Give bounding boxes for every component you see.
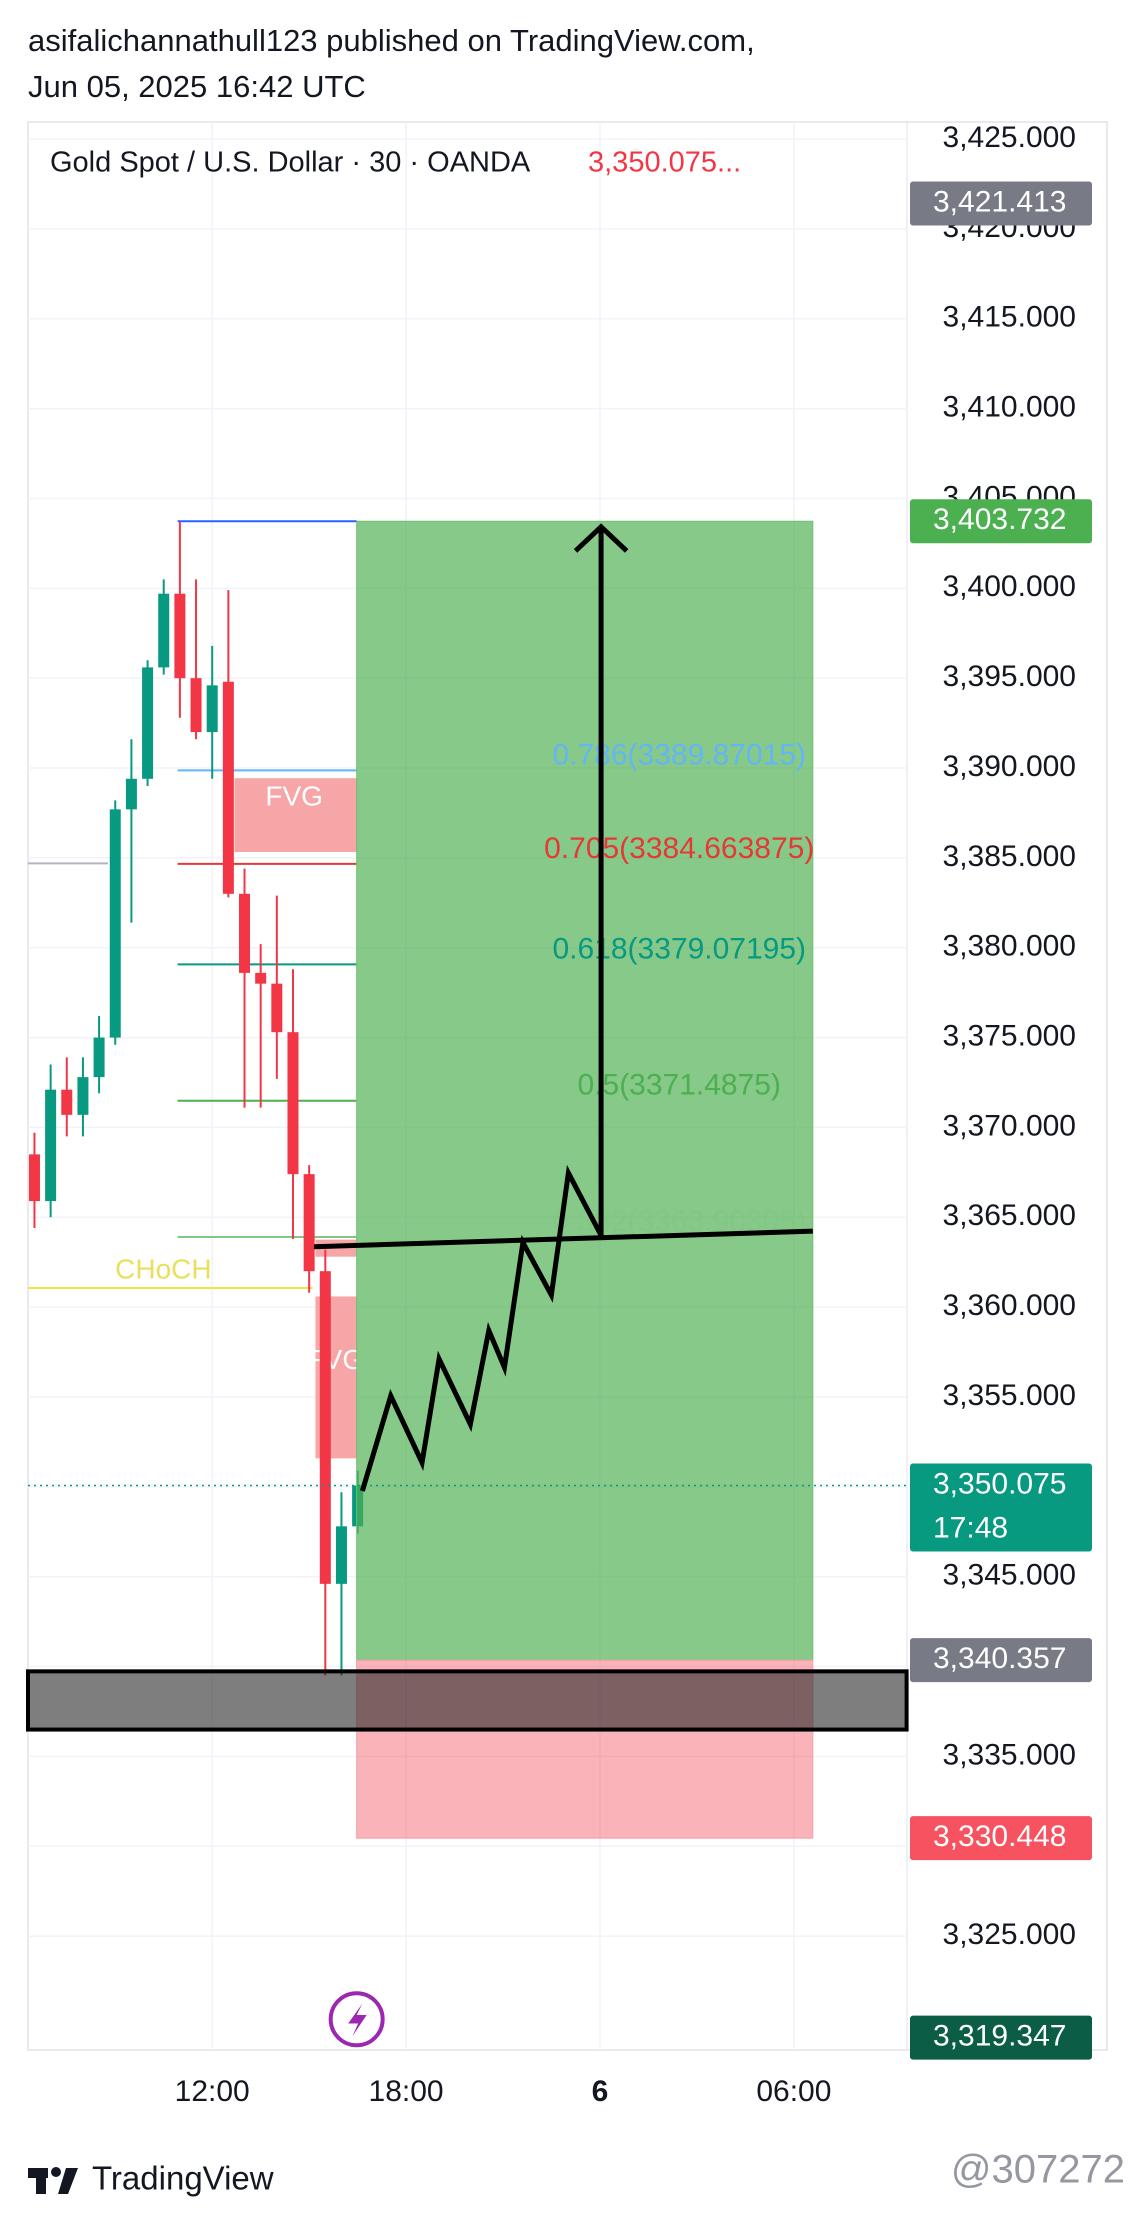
y-tick-label: 3,355.000 (943, 1379, 1076, 1412)
candle-body (77, 1077, 89, 1115)
profit-zone (356, 520, 814, 1661)
price-label: 3,421.413 (933, 185, 1066, 218)
y-tick-label: 3,410.000 (943, 391, 1076, 424)
projection-path (359, 526, 604, 1492)
fvg-label: FVG (265, 780, 323, 811)
x-tick-label: 18:00 (369, 2075, 444, 2108)
fvg-zone (234, 778, 357, 852)
candle-body (125, 778, 137, 810)
y-tick-label: 3,325.000 (943, 1918, 1076, 1951)
overlay: 0.786(3389.87015) 0.705(3384.663875) 0.618… (26, 181, 1092, 2060)
price-label: 3,340.357 (933, 1642, 1066, 1675)
symbol-title: Gold Spot / U.S. Dollar · 30 · OANDA (50, 147, 531, 179)
choch-label: CHoCH (115, 1253, 211, 1284)
y-tick-label: 3,415.000 (943, 301, 1076, 334)
logo-part (51, 2167, 61, 2177)
candle-body (45, 1089, 57, 1202)
candle-body (319, 1271, 331, 1584)
watermark: @307272 (951, 2148, 1125, 2192)
y-tick-label: 3,360.000 (943, 1289, 1076, 1322)
last-price: 3,350.075... (588, 147, 741, 179)
price-label-box (910, 1463, 1092, 1552)
candle-body (93, 1037, 105, 1078)
price-label-box (910, 1638, 1092, 1683)
y-tick-label: 3,385.000 (943, 840, 1076, 873)
y-tick-label: 3,345.000 (943, 1559, 1076, 1592)
candle-body (28, 1154, 40, 1202)
fib-label: 0.705(3384.663875) (544, 832, 814, 865)
y-tick-label: 3,390.000 (943, 750, 1076, 783)
x-tick-label: 6 (592, 2075, 609, 2108)
price-label-box (910, 499, 1092, 544)
price-label-countdown: 17:48 (933, 1511, 1008, 1544)
y-tick-label: 3,375.000 (943, 1019, 1076, 1052)
y-tick-label: 3,395.000 (943, 660, 1076, 693)
arrow-head (573, 523, 629, 553)
logo-part (36, 2168, 46, 2194)
price-label-box (910, 2015, 1092, 2060)
y-tick-label: 3,380.000 (943, 930, 1076, 963)
y-tick-label: 3,425.000 (943, 121, 1076, 154)
y-tick-label: 3,400.000 (943, 570, 1076, 603)
chart-frame (27, 121, 1108, 2051)
candle-body (271, 983, 283, 1033)
price-label: 3,330.448 (933, 1820, 1066, 1853)
candle-body (287, 1032, 299, 1175)
price-label: 3,403.732 (933, 503, 1066, 536)
candle-body (174, 593, 186, 679)
price-label: 3,350.075 (933, 1467, 1066, 1500)
support-zone (26, 1669, 909, 1732)
candle-body (239, 893, 251, 973)
candle-body (335, 1526, 347, 1584)
date-line: Jun 05, 2025 16:42 UTC (28, 69, 366, 104)
candle-body (109, 809, 121, 1038)
fib-label: 0.786(3389.87015) (552, 738, 806, 771)
candle-body (61, 1089, 73, 1115)
candle-body (158, 593, 170, 668)
candle-body (190, 678, 202, 733)
y-tick-label: 3,365.000 (943, 1199, 1076, 1232)
y-tick-label: 3,335.000 (943, 1738, 1076, 1771)
fib-label: 0.618(3379.07195) (552, 932, 806, 965)
candle-body (255, 972, 267, 984)
logo-part (58, 2168, 78, 2194)
candle-body (303, 1174, 315, 1272)
price-label-box (910, 181, 1092, 226)
x-tick-label: 06:00 (756, 2075, 831, 2108)
fvg-label: FVG (307, 1344, 365, 1375)
price-label-box (910, 1816, 1092, 1861)
candle-body (142, 667, 154, 779)
x-tick-label: 12:00 (175, 2075, 250, 2108)
y-tick-label: 3,370.000 (943, 1109, 1076, 1142)
brand: TradingView (92, 2160, 274, 2197)
candle-body (206, 685, 218, 733)
tv-logo (28, 2167, 78, 2194)
author-line: asifalichannathull123 published on Tradi… (28, 23, 755, 58)
entry-trendline (313, 1228, 813, 1250)
candle-body (222, 681, 234, 894)
event-icon-bolt (348, 2003, 367, 2037)
fib-label: 0.5(3371.4875) (577, 1069, 781, 1102)
price-label: 3,319.347 (933, 2020, 1066, 2053)
